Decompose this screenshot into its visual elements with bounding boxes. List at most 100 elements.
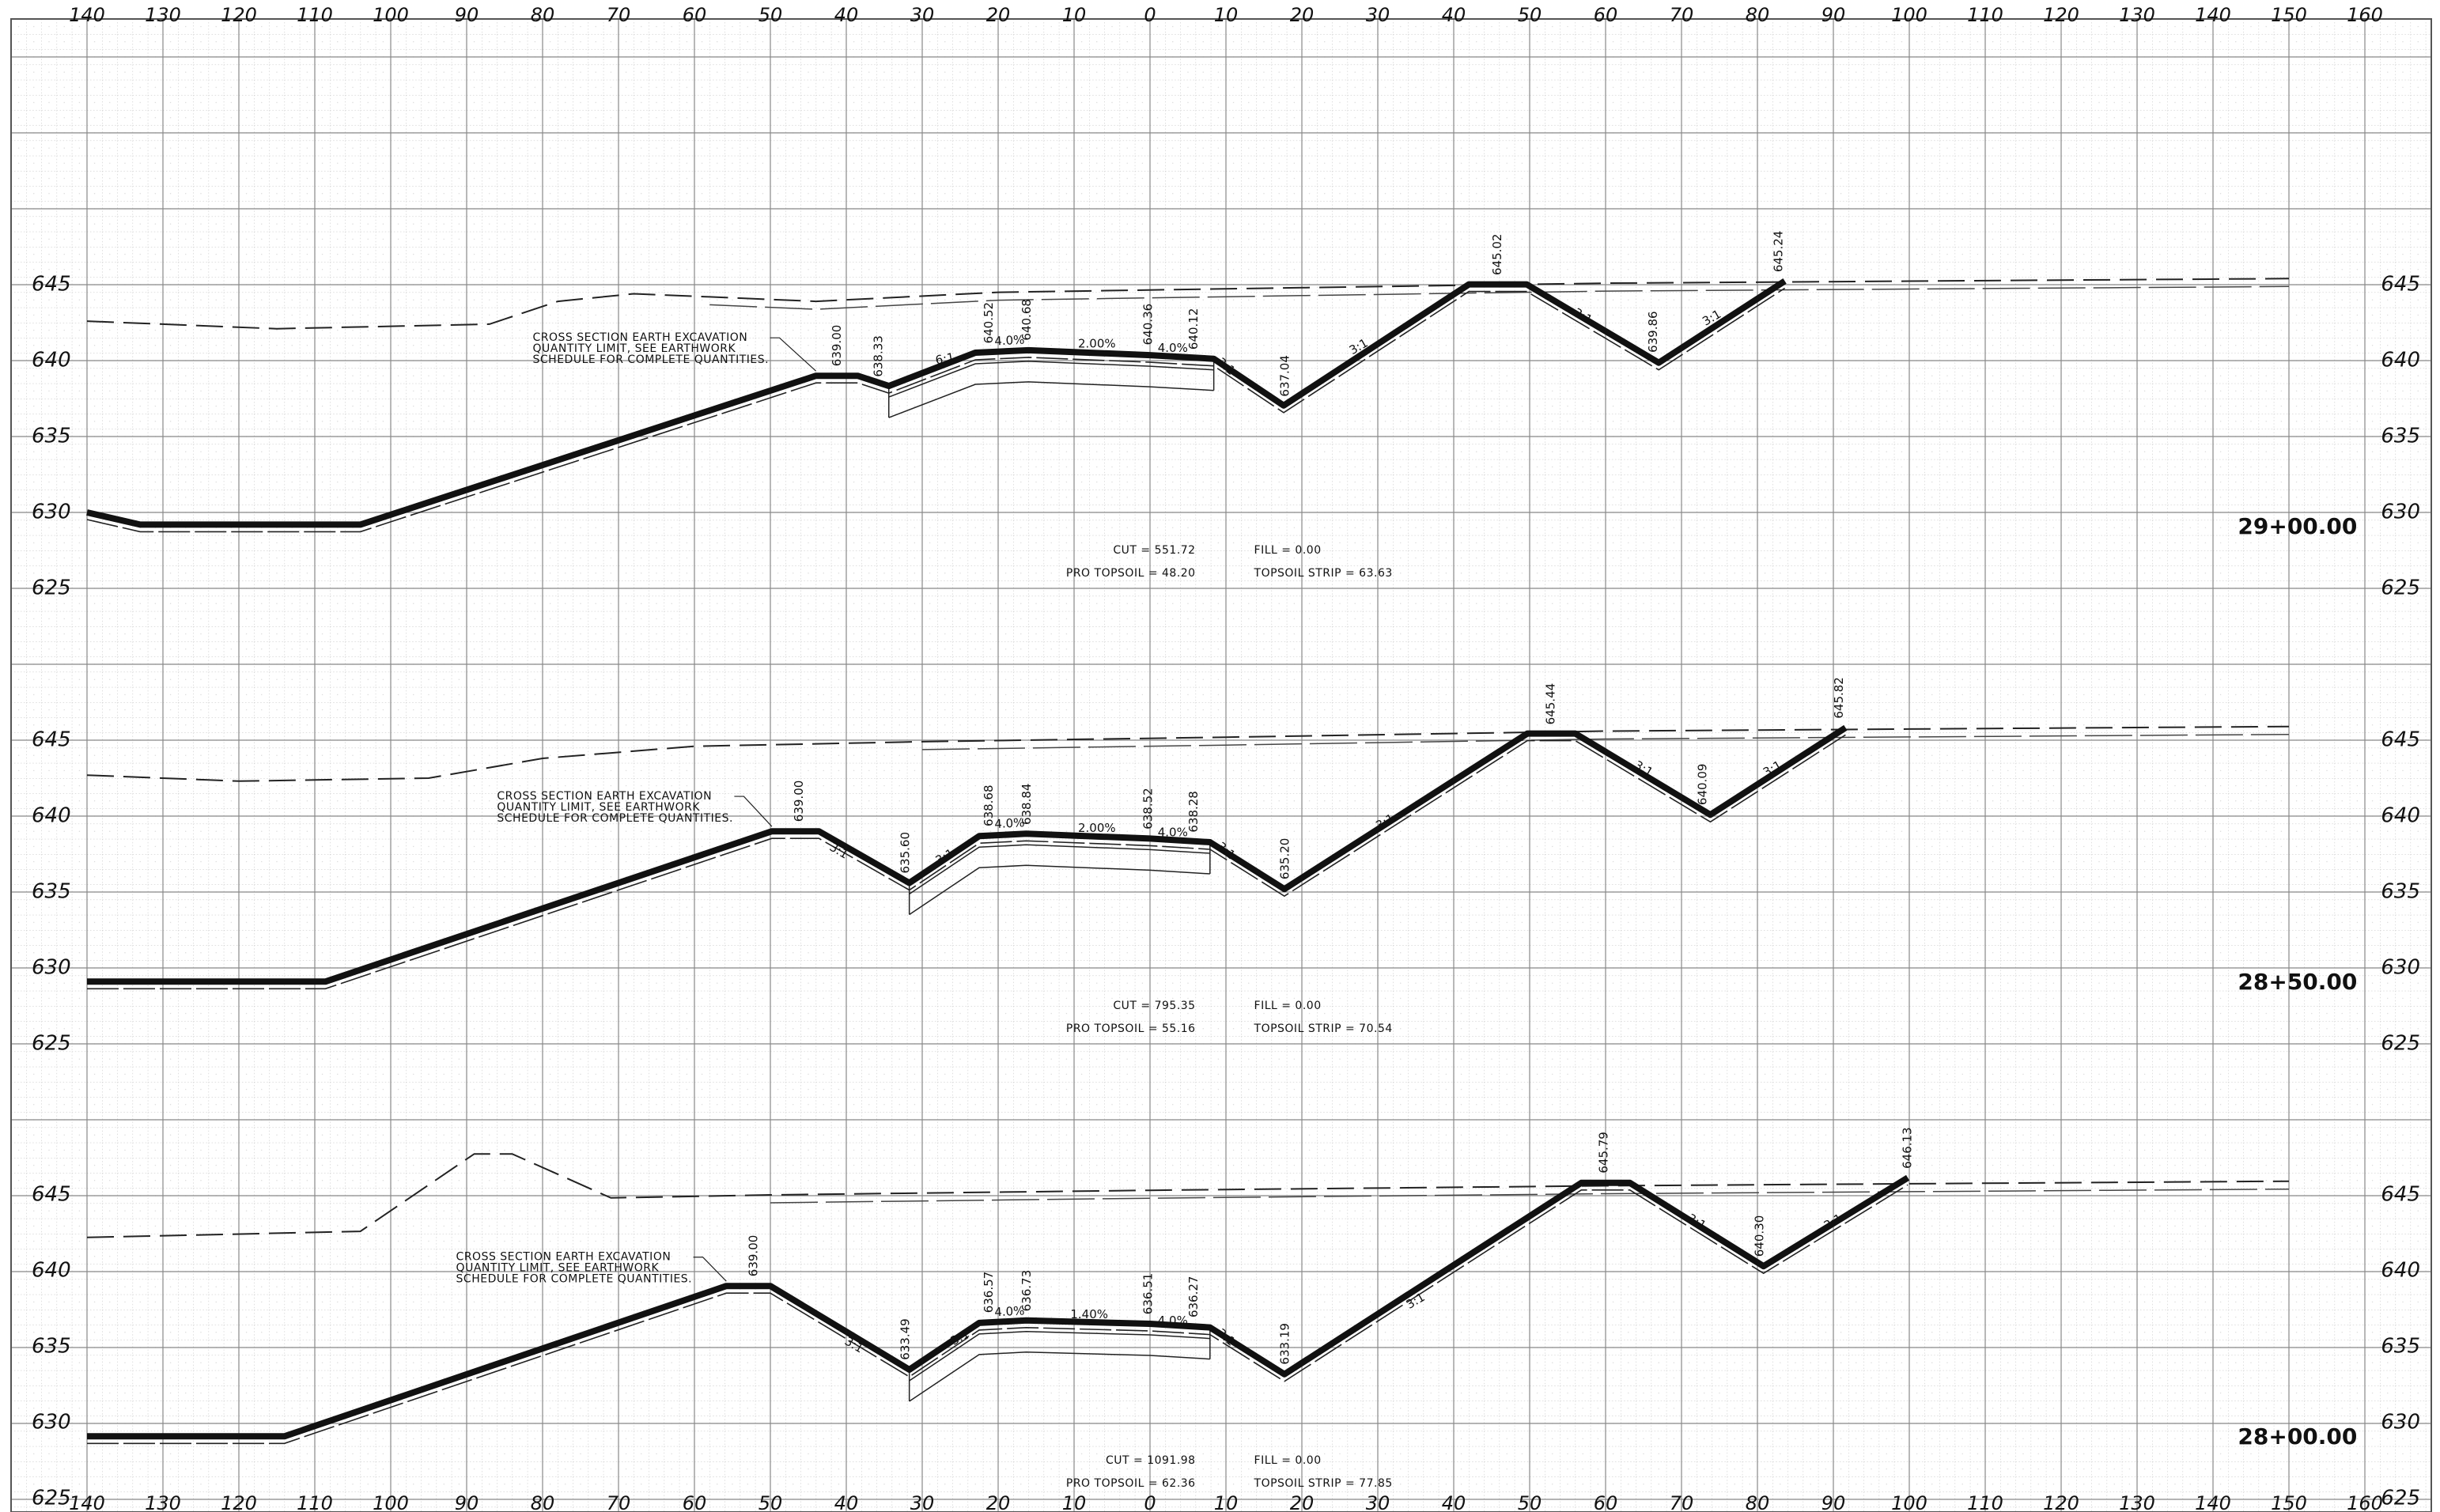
cut-quantity: CUT = 795.35 bbox=[1113, 1000, 1195, 1012]
pavement-line-1 bbox=[909, 1331, 1210, 1382]
point-elevation-label: 636.57 bbox=[982, 1272, 996, 1314]
elevation-label-right: 640 bbox=[2381, 1259, 2420, 1283]
offset-label-top: 140 bbox=[2195, 4, 2231, 26]
point-elevation-label: 640.09 bbox=[1695, 764, 1709, 806]
offset-label-top: 70 bbox=[1670, 4, 1694, 26]
elevation-label-left: 625 bbox=[32, 1032, 71, 1056]
offset-label-bottom: 50 bbox=[1518, 1492, 1542, 1512]
note-line: SCHEDULE FOR COMPLETE QUANTITIES. bbox=[533, 353, 770, 366]
elevation-label-left: 635 bbox=[32, 425, 71, 448]
offset-label-bottom: 30 bbox=[910, 1492, 935, 1512]
point-elevation-label: 633.49 bbox=[898, 1318, 912, 1360]
offset-label-top: 130 bbox=[145, 4, 181, 26]
elevation-label-right: 625 bbox=[2381, 576, 2420, 600]
point-elevation-label: 639.00 bbox=[830, 325, 844, 367]
pavement-line-1 bbox=[888, 361, 1214, 398]
offset-label-top: 40 bbox=[834, 4, 859, 26]
point-elevation-label: 635.60 bbox=[898, 832, 912, 874]
elevation-label-right: 635 bbox=[2381, 1335, 2420, 1359]
elevation-label-right: 640 bbox=[2381, 804, 2420, 828]
elevation-label-left: 630 bbox=[32, 501, 71, 524]
offset-label-bottom: 10 bbox=[1062, 1492, 1087, 1512]
offset-label-bottom: 70 bbox=[607, 1492, 631, 1512]
elevation-label-left: 635 bbox=[32, 1335, 71, 1359]
note-line: CROSS SECTION EARTH EXCAVATION bbox=[497, 790, 712, 803]
offset-label-bottom: 70 bbox=[1670, 1492, 1694, 1512]
note-line: SCHEDULE FOR COMPLETE QUANTITIES. bbox=[497, 812, 733, 825]
offset-label-bottom: 40 bbox=[834, 1492, 859, 1512]
offset-label-top: 50 bbox=[758, 4, 783, 26]
elevation-label-left: 625 bbox=[32, 1487, 71, 1510]
elevation-label-left: 630 bbox=[32, 956, 71, 980]
minor-grid bbox=[11, 19, 2431, 1512]
offset-label-top: 110 bbox=[297, 4, 333, 26]
elevation-label-left: 625 bbox=[32, 576, 71, 600]
elevation-label-left: 640 bbox=[32, 349, 71, 372]
point-elevation-label: 636.73 bbox=[1020, 1270, 1034, 1312]
subgrade-line bbox=[87, 1184, 1908, 1445]
station-label: 28+50.00 bbox=[2238, 969, 2357, 995]
slope-label: 4.0% bbox=[1158, 1314, 1188, 1328]
point-elevation-label: 638.52 bbox=[1141, 788, 1156, 830]
point-elevation-label: 646.13 bbox=[1901, 1127, 1915, 1169]
offset-label-bottom: 150 bbox=[2271, 1492, 2307, 1512]
offset-label-bottom: 120 bbox=[221, 1492, 257, 1512]
point-elevation-label: 645.44 bbox=[1543, 683, 1557, 725]
point-elevation-label: 645.82 bbox=[1832, 677, 1846, 719]
offset-label-top: 100 bbox=[373, 4, 409, 26]
point-elevation-label: 638.33 bbox=[872, 335, 886, 377]
note-line: CROSS SECTION EARTH EXCAVATION bbox=[456, 1251, 671, 1264]
offset-label-bottom: 80 bbox=[531, 1492, 555, 1512]
fill-quantity: FILL = 0.00 bbox=[1254, 1000, 1322, 1012]
offset-label-top: 90 bbox=[1821, 4, 1846, 26]
offset-label-bottom: 110 bbox=[1967, 1492, 2003, 1512]
offset-label-bottom: 60 bbox=[1594, 1492, 1618, 1512]
note-leader bbox=[770, 337, 817, 372]
point-elevation-label: 638.84 bbox=[1020, 784, 1034, 826]
cut-quantity: CUT = 551.72 bbox=[1113, 544, 1195, 557]
note-line: QUANTITY LIMIT, SEE EARTHWORK bbox=[533, 342, 736, 355]
finished-grade bbox=[87, 1174, 1910, 1440]
offset-label-top: 90 bbox=[455, 4, 479, 26]
point-elevation-label: 640.30 bbox=[1752, 1215, 1766, 1257]
offset-label-top: 110 bbox=[1967, 4, 2003, 26]
offset-label-top: 10 bbox=[1062, 4, 1087, 26]
offset-label-bottom: 40 bbox=[1442, 1492, 1466, 1512]
offset-label-top: 120 bbox=[221, 4, 257, 26]
slope-label: 4.0% bbox=[994, 1303, 1025, 1319]
point-elevation-label: 636.51 bbox=[1141, 1273, 1156, 1315]
offset-label-top: 10 bbox=[1214, 4, 1239, 26]
elevation-label-right: 640 bbox=[2381, 349, 2420, 372]
existing-ground bbox=[86, 725, 2290, 782]
elevation-label-right: 625 bbox=[2381, 1487, 2420, 1510]
offset-label-bottom: 20 bbox=[1290, 1492, 1315, 1512]
point-elevation-label: 638.28 bbox=[1186, 791, 1201, 833]
slope-label: 4.0% bbox=[1158, 826, 1188, 840]
subgrade-line bbox=[87, 734, 1846, 990]
elevation-label-right: 625 bbox=[2381, 1032, 2420, 1056]
slope-label: 1.40% bbox=[1070, 1307, 1108, 1321]
note-line: SCHEDULE FOR COMPLETE QUANTITIES. bbox=[456, 1273, 693, 1286]
existing-ground-secondary bbox=[709, 285, 2290, 310]
offset-label-top: 30 bbox=[1366, 4, 1390, 26]
elevation-label-left: 645 bbox=[32, 273, 71, 297]
fill-quantity: FILL = 0.00 bbox=[1254, 1454, 1322, 1467]
elevation-label-left: 645 bbox=[32, 728, 71, 752]
offset-label-top: 40 bbox=[1442, 4, 1466, 26]
station-label: 29+00.00 bbox=[2238, 513, 2357, 539]
offset-label-top: 70 bbox=[607, 4, 631, 26]
offset-label-bottom: 130 bbox=[145, 1492, 181, 1512]
point-elevation-label: 636.27 bbox=[1186, 1276, 1201, 1318]
elevation-label-right: 630 bbox=[2381, 956, 2420, 980]
elevation-label-left: 630 bbox=[32, 1411, 71, 1435]
offset-label-bottom: 130 bbox=[2119, 1492, 2155, 1512]
pavement-line-1 bbox=[909, 844, 1210, 895]
topsoil-strip-quantity: TOPSOIL STRIP = 63.63 bbox=[1254, 567, 1393, 580]
station-label: 28+00.00 bbox=[2238, 1423, 2357, 1450]
offset-label-bottom: 110 bbox=[297, 1492, 333, 1512]
offset-label-bottom: 60 bbox=[683, 1492, 707, 1512]
offset-label-top: 130 bbox=[2119, 4, 2155, 26]
offset-label-bottom: 10 bbox=[1214, 1492, 1239, 1512]
existing-ground-secondary bbox=[921, 733, 2290, 750]
offset-label-top: 0 bbox=[1144, 4, 1156, 26]
